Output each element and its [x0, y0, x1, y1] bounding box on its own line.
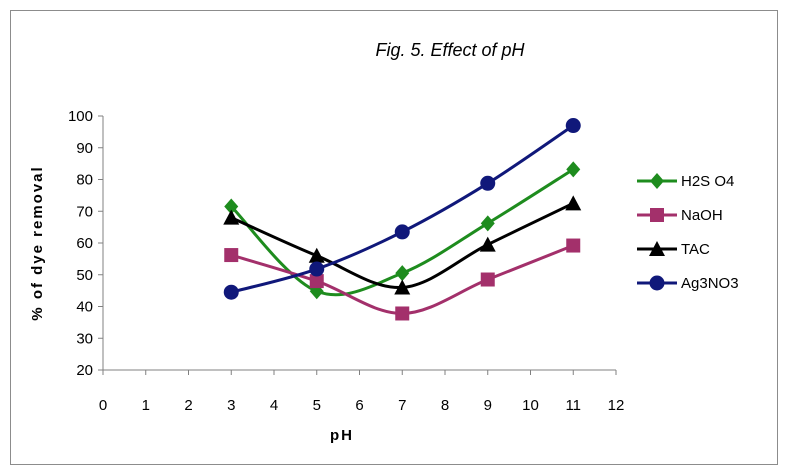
y-tick-label: 50	[76, 267, 93, 284]
x-axis-label: pH	[330, 427, 354, 444]
data-point	[565, 195, 582, 211]
legend-label: TAC	[681, 241, 710, 258]
x-tick-label: 7	[398, 397, 406, 414]
data-point	[224, 248, 239, 263]
data-point	[309, 274, 324, 289]
data-point	[308, 247, 325, 263]
y-axis-label: % of dye removal	[29, 165, 46, 320]
y-tick-label: 100	[68, 108, 93, 125]
x-tick-label: 6	[355, 397, 363, 414]
data-point	[565, 118, 581, 134]
y-tick-label: 80	[76, 172, 93, 189]
axes	[102, 116, 616, 371]
x-tick-label: 1	[142, 397, 150, 414]
data-point	[309, 261, 325, 277]
y-tick-label: 20	[76, 362, 93, 379]
x-ticks: 0 1 2 3 4 5 6 7 8 9 10 11 12	[99, 370, 625, 414]
y-ticks: 20 30 40 50 60 70 80 90 100	[68, 108, 103, 379]
legend-label: Ag3NO3	[681, 275, 739, 292]
y-tick-label: 60	[76, 235, 93, 252]
y-tick-label: 90	[76, 140, 93, 157]
legend-marker	[649, 241, 665, 256]
data-point	[395, 265, 410, 282]
y-tick-label: 70	[76, 203, 93, 220]
x-tick-label: 2	[184, 397, 192, 414]
legend-marker	[650, 208, 664, 222]
y-tick-label: 30	[76, 330, 93, 347]
x-tick-label: 9	[484, 397, 492, 414]
data-point	[480, 272, 495, 287]
data-point	[480, 175, 496, 191]
data-point	[479, 236, 496, 252]
data-point	[224, 198, 239, 215]
series-group	[223, 118, 582, 321]
legend: H2S O4 NaOH TAC Ag3NO3	[637, 173, 739, 292]
x-tick-label: 10	[522, 397, 539, 414]
legend-label: NaOH	[681, 207, 723, 224]
data-point	[394, 224, 410, 240]
data-point	[223, 209, 240, 225]
legend-label: H2S O4	[681, 173, 734, 190]
legend-marker	[649, 275, 665, 291]
x-tick-label: 8	[441, 397, 449, 414]
x-tick-label: 11	[565, 397, 581, 414]
data-point	[480, 215, 495, 232]
data-point	[223, 284, 239, 300]
data-point	[566, 161, 581, 178]
data-point	[566, 238, 581, 253]
data-point	[395, 306, 410, 321]
y-tick-label: 40	[76, 299, 93, 316]
x-tick-label: 5	[313, 397, 321, 414]
x-tick-label: 0	[99, 397, 107, 414]
chart-title: Fig. 5. Effect of pH	[375, 40, 525, 60]
x-tick-label: 12	[608, 397, 625, 414]
x-tick-label: 4	[270, 397, 278, 414]
x-tick-label: 3	[227, 397, 235, 414]
data-point	[394, 279, 411, 295]
legend-marker	[650, 173, 664, 189]
